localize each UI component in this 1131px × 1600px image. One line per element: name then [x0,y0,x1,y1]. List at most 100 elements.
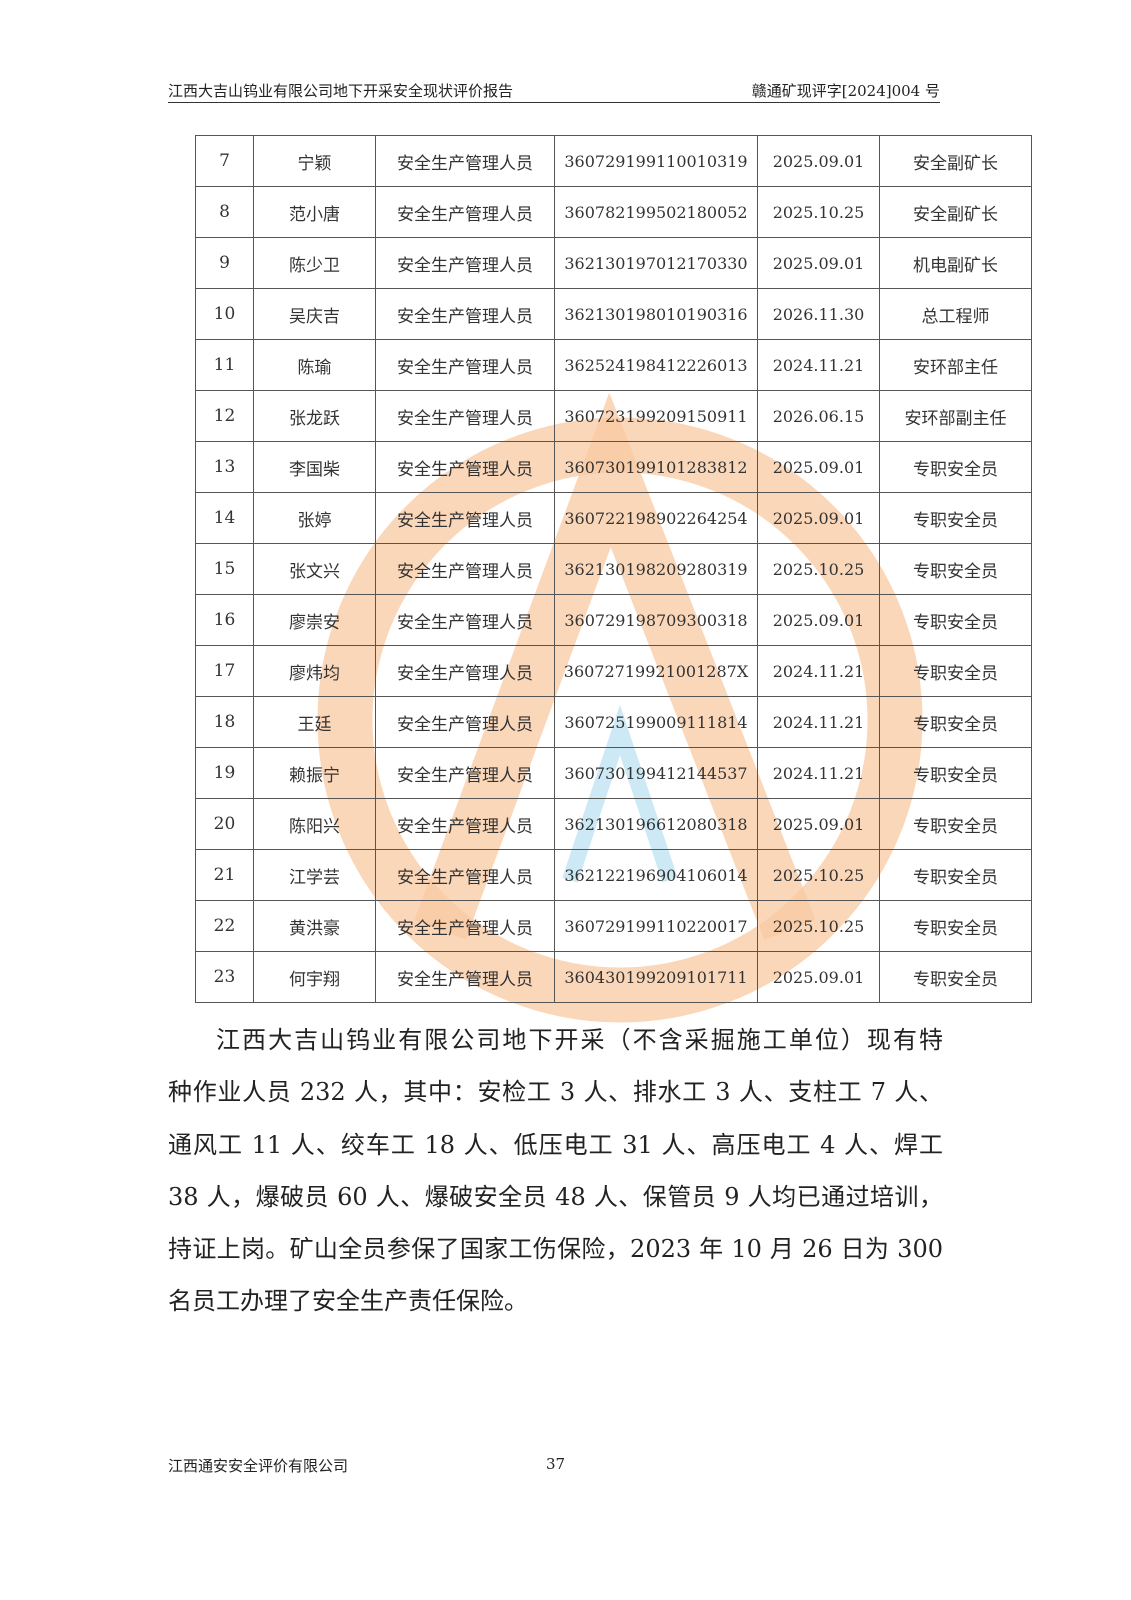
certificate-expiry: 2024.11.21 [757,645,880,697]
row-number: 21 [195,849,254,901]
id-number: 360430199209101711 [554,951,758,1003]
table-row: 10 吴庆吉 安全生产管理人员 362130198010190316 2026.11.3… [195,288,1032,340]
table-row: 23 何宇翔 安全生产管理人员 360430199209101711 2025.09.0… [195,951,1032,1003]
certificate-expiry: 2025.09.01 [757,951,880,1003]
person-name: 何宇翔 [253,951,376,1003]
row-number: 9 [195,237,254,289]
id-number: 360730199412144537 [554,747,758,799]
personnel-category: 安全生产管理人员 [375,135,555,187]
job-title: 专职安全员 [879,747,1032,799]
job-title: 专职安全员 [879,492,1032,544]
job-title: 安全副矿长 [879,186,1032,238]
row-number: 23 [195,951,254,1003]
row-number: 12 [195,390,254,442]
table-row: 7 宁颖 安全生产管理人员 360729199110010319 2025.09.01 安… [195,135,1032,187]
id-number: 360723199209150911 [554,390,758,442]
id-number: 362524198412226013 [554,339,758,391]
paragraph-line: 通风工 11 人、绞车工 18 人、低压电工 31 人、高压电工 4 人、焊工 [168,1130,943,1159]
table-row: 8 范小唐 安全生产管理人员 360782199502180052 2025.10.25… [195,186,1032,238]
job-title: 专职安全员 [879,696,1032,748]
personnel-category: 安全生产管理人员 [375,186,555,238]
id-number: 362122196904106014 [554,849,758,901]
table-row: 14 张婷 安全生产管理人员 360722198902264254 2025.09.01… [195,492,1032,544]
personnel-category: 安全生产管理人员 [375,492,555,544]
job-title: 专职安全员 [879,951,1032,1003]
certificate-expiry: 2025.10.25 [757,900,880,952]
id-number: 362130196612080318 [554,798,758,850]
person-name: 陈阳兴 [253,798,376,850]
id-number: 360729199110220017 [554,900,758,952]
person-name: 陈瑜 [253,339,376,391]
person-name: 廖炜均 [253,645,376,697]
certificate-expiry: 2024.11.21 [757,747,880,799]
personnel-category: 安全生产管理人员 [375,645,555,697]
paragraph-line: 名员工办理了安全生产责任保险。 [168,1287,528,1316]
person-name: 张龙跃 [253,390,376,442]
row-number: 19 [195,747,254,799]
personnel-table: 7 宁颖 安全生产管理人员 360729199110010319 2025.09.01 安… [195,135,1032,1003]
table-row: 17 廖炜均 安全生产管理人员 36072719921001287X 2024.11.2… [195,645,1032,697]
table-row: 13 李国柴 安全生产管理人员 360730199101283812 2025.09.0… [195,441,1032,493]
paragraph-line: 38 人，爆破员 60 人、爆破安全员 48 人、保管员 9 人均已通过培训， [168,1182,943,1211]
person-name: 李国柴 [253,441,376,493]
row-number: 11 [195,339,254,391]
id-number: 362130198010190316 [554,288,758,340]
id-number: 360782199502180052 [554,186,758,238]
personnel-category: 安全生产管理人员 [375,543,555,595]
certificate-expiry: 2024.11.21 [757,339,880,391]
id-number: 362130198209280319 [554,543,758,595]
table-row: 16 廖崇安 安全生产管理人员 360729198709300318 2025.09.0… [195,594,1032,646]
report-title: 江西大吉山钨业有限公司地下开采安全现状评价报告 [168,82,514,100]
personnel-category: 安全生产管理人员 [375,951,555,1003]
personnel-category: 安全生产管理人员 [375,900,555,952]
job-title: 专职安全员 [879,543,1032,595]
personnel-category: 安全生产管理人员 [375,339,555,391]
job-title: 安环部主任 [879,339,1032,391]
row-number: 10 [195,288,254,340]
page-number: 37 [546,1455,566,1473]
person-name: 王廷 [253,696,376,748]
table-row: 15 张文兴 安全生产管理人员 362130198209280319 2025.10.2… [195,543,1032,595]
paragraph-line: 种作业人员 232 人，其中：安检工 3 人、排水工 3 人、支柱工 7 人、 [168,1078,943,1107]
personnel-category: 安全生产管理人员 [375,288,555,340]
document-number: 赣通矿现评字[2024]004 号 [751,82,940,100]
person-name: 张文兴 [253,543,376,595]
paragraph-line: 持证上岗。矿山全员参保了国家工伤保险，2023 年 10 月 26 日为 300 [168,1235,943,1264]
person-name: 宁颖 [253,135,376,187]
row-number: 18 [195,696,254,748]
certificate-expiry: 2026.11.30 [757,288,880,340]
id-number: 362130197012170330 [554,237,758,289]
person-name: 廖崇安 [253,594,376,646]
table-row: 20 陈阳兴 安全生产管理人员 362130196612080318 2025.09.0… [195,798,1032,850]
row-number: 20 [195,798,254,850]
certificate-expiry: 2025.09.01 [757,441,880,493]
certificate-expiry: 2025.09.01 [757,492,880,544]
person-name: 范小唐 [253,186,376,238]
paragraph-line: 江西大吉山钨业有限公司地下开采（不含采掘施工单位）现有特 [216,1026,943,1054]
personnel-category: 安全生产管理人员 [375,798,555,850]
row-number: 7 [195,135,254,187]
certificate-expiry: 2025.10.25 [757,186,880,238]
row-number: 22 [195,900,254,952]
id-number: 360730199101283812 [554,441,758,493]
row-number: 13 [195,441,254,493]
personnel-category: 安全生产管理人员 [375,747,555,799]
row-number: 17 [195,645,254,697]
table-row: 19 赖振宁 安全生产管理人员 360730199412144537 2024.11.2… [195,747,1032,799]
job-title: 专职安全员 [879,645,1032,697]
personnel-category: 安全生产管理人员 [375,594,555,646]
page-header: 江西大吉山钨业有限公司地下开采安全现状评价报告 赣通矿现评字[2024]004 … [168,78,940,103]
table-row: 12 张龙跃 安全生产管理人员 360723199209150911 2026.06.1… [195,390,1032,442]
row-number: 16 [195,594,254,646]
personnel-category: 安全生产管理人员 [375,441,555,493]
row-number: 15 [195,543,254,595]
body-paragraph: 江西大吉山钨业有限公司地下开采（不含采掘施工单位）现有特 种作业人员 232 人… [168,1014,943,1328]
job-title: 机电副矿长 [879,237,1032,289]
job-title: 专职安全员 [879,441,1032,493]
job-title: 专职安全员 [879,798,1032,850]
job-title: 专职安全员 [879,594,1032,646]
id-number: 360722198902264254 [554,492,758,544]
row-number: 14 [195,492,254,544]
certificate-expiry: 2025.09.01 [757,594,880,646]
person-name: 黄洪豪 [253,900,376,952]
